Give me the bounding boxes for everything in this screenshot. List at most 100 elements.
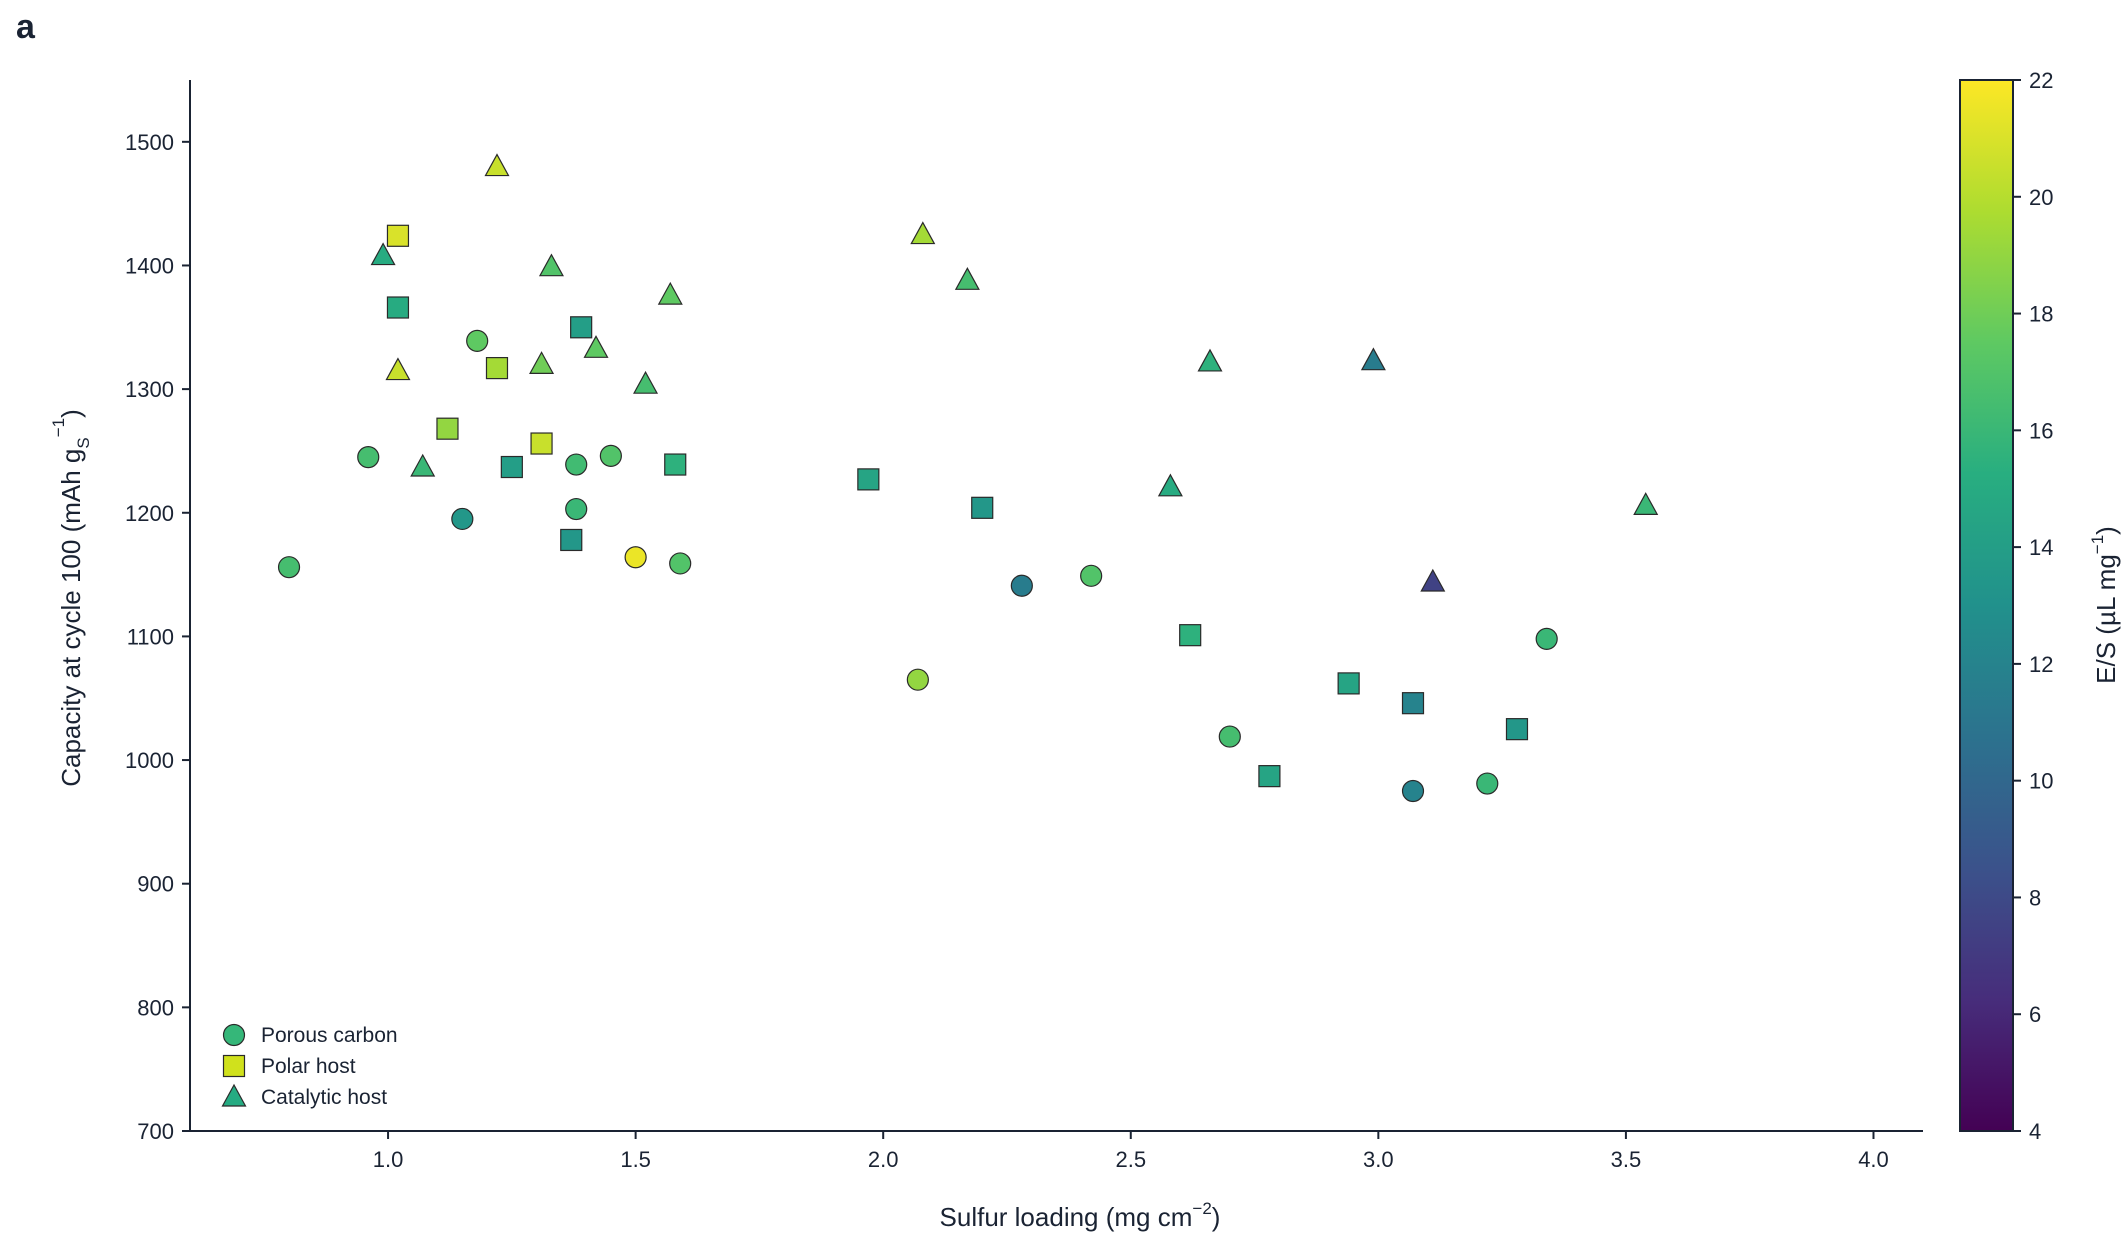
x-axis-label-end: ): [1212, 1202, 1221, 1232]
data-point-square: [570, 316, 593, 339]
data-point-triangle: [410, 453, 436, 477]
colorbar-label-text: E/S (µL mg: [2091, 554, 2121, 684]
data-point-square: [1505, 718, 1529, 741]
colorbar-tick-label: 4: [2029, 1119, 2041, 1144]
data-point-square: [1337, 672, 1360, 695]
y-tick-label: 800: [137, 995, 174, 1020]
data-point-circle: [1010, 574, 1033, 597]
y-axis-label-superscript: −1: [49, 418, 68, 437]
colorbar-tick-label: 20: [2029, 185, 2053, 210]
colorbar: [1959, 79, 2014, 1132]
x-tick-label: 1.5: [620, 1147, 651, 1172]
y-tick-label: 900: [137, 872, 174, 897]
data-point-circle: [1401, 779, 1425, 803]
y-axis-ticks: 700 800 900 1000 1100 1200 1300 1400 1500: [125, 130, 190, 1144]
legend-label: Catalytic host: [261, 1086, 387, 1109]
colorbar-tick-label: 6: [2029, 1002, 2041, 1027]
y-axis-label-text: Capacity at cycle 100 (mAh g: [56, 449, 86, 787]
y-axis-label: Capacity at cycle 100 (mAh gS −1): [49, 409, 93, 787]
data-point-triangle: [583, 335, 609, 358]
data-point-triangle: [1633, 492, 1659, 515]
colorbar-tick-label: 18: [2029, 302, 2053, 327]
data-point-circle: [357, 446, 380, 469]
data-point-triangle: [529, 351, 555, 374]
colorbar-label-end: ): [2091, 526, 2121, 535]
data-point-circle: [466, 329, 489, 352]
data-point-circle: [1218, 725, 1241, 748]
colorbar-ticks: 4 6 8 10 12 14 16 18 20 22: [2013, 68, 2053, 1144]
panel-label: a: [16, 8, 36, 46]
colorbar-label-superscript: −1: [2088, 535, 2107, 554]
data-point-circle: [599, 444, 622, 467]
y-tick-label: 1500: [125, 130, 174, 155]
data-point-triangle: [385, 357, 411, 381]
data-point-circle: [451, 507, 474, 531]
data-point-square: [857, 468, 880, 491]
legend-marker-circle: [222, 1023, 246, 1047]
legend-marker-triangle: [221, 1083, 247, 1107]
colorbar-label: E/S (µL mg−1): [2088, 526, 2121, 684]
y-tick-label: 1100: [127, 624, 174, 649]
x-tick-label: 2.5: [1115, 1147, 1146, 1172]
data-point-square: [971, 496, 994, 519]
data-point-square: [1401, 692, 1425, 715]
data-point-triangle: [370, 242, 396, 266]
data-point-square: [664, 453, 687, 476]
data-point-triangle: [1360, 347, 1386, 371]
y-axis-label-end: ): [56, 409, 86, 418]
y-tick-label: 1200: [125, 501, 174, 526]
colorbar-tick-label: 10: [2029, 769, 2053, 794]
data-point-triangle: [1197, 348, 1223, 372]
data-point-triangle: [910, 221, 936, 245]
data-point-triangle: [1157, 473, 1183, 497]
y-tick-label: 1400: [125, 253, 174, 278]
y-axis-label-subscript: S: [74, 437, 93, 448]
y-tick-label: 1300: [125, 377, 174, 402]
data-point-square: [500, 455, 523, 479]
data-point-circle: [1535, 627, 1558, 650]
data-point-circle: [277, 556, 301, 579]
x-tick-label: 1.0: [373, 1147, 404, 1172]
data-point-square: [1258, 765, 1281, 788]
data-point-circle: [565, 453, 588, 476]
x-tick-label: 3.0: [1363, 1147, 1394, 1172]
data-point-triangle: [538, 253, 564, 277]
x-axis-label-superscript: −2: [1192, 1199, 1211, 1218]
legend-marker-square: [222, 1054, 246, 1078]
legend: Porous carbon Polar host Catalytic host: [221, 1023, 398, 1109]
x-axis-ticks: 1.0 1.5 2.0 2.5 3.0 3.5 4.0: [373, 1131, 1889, 1172]
data-point-square: [530, 432, 553, 455]
data-point-triangle: [657, 281, 683, 305]
x-tick-label: 4.0: [1858, 1147, 1889, 1172]
x-axis-label: Sulfur loading (mg cm−2): [940, 1199, 1221, 1232]
scatter-points: [277, 153, 1659, 803]
data-point-circle: [624, 546, 647, 569]
legend-label: Porous carbon: [261, 1024, 398, 1047]
data-point-circle: [669, 552, 692, 575]
y-tick-label: 1000: [125, 748, 174, 773]
x-tick-label: 3.5: [1611, 1147, 1642, 1172]
colorbar-tick-label: 14: [2029, 535, 2053, 560]
data-point-square: [386, 296, 410, 319]
data-point-square: [1179, 624, 1202, 647]
data-point-triangle: [633, 370, 659, 394]
data-point-circle: [565, 497, 588, 521]
x-axis-label-text: Sulfur loading (mg cm: [940, 1202, 1193, 1232]
data-point-circle: [906, 668, 929, 691]
colorbar-tick-label: 8: [2029, 885, 2041, 910]
data-point-triangle: [484, 153, 510, 177]
colorbar-tick-label: 12: [2029, 652, 2053, 677]
colorbar-tick-label: 22: [2029, 68, 2053, 93]
data-point-circle: [1080, 564, 1103, 587]
x-tick-label: 2.0: [868, 1147, 899, 1172]
data-point-circle: [1476, 772, 1499, 795]
data-point-square: [436, 417, 459, 440]
data-point-square: [386, 224, 410, 247]
data-point-triangle: [954, 267, 980, 290]
legend-label: Polar host: [261, 1055, 356, 1078]
y-tick-label: 700: [137, 1119, 174, 1144]
colorbar-tick-label: 16: [2029, 418, 2053, 443]
data-point-triangle: [1420, 568, 1446, 592]
